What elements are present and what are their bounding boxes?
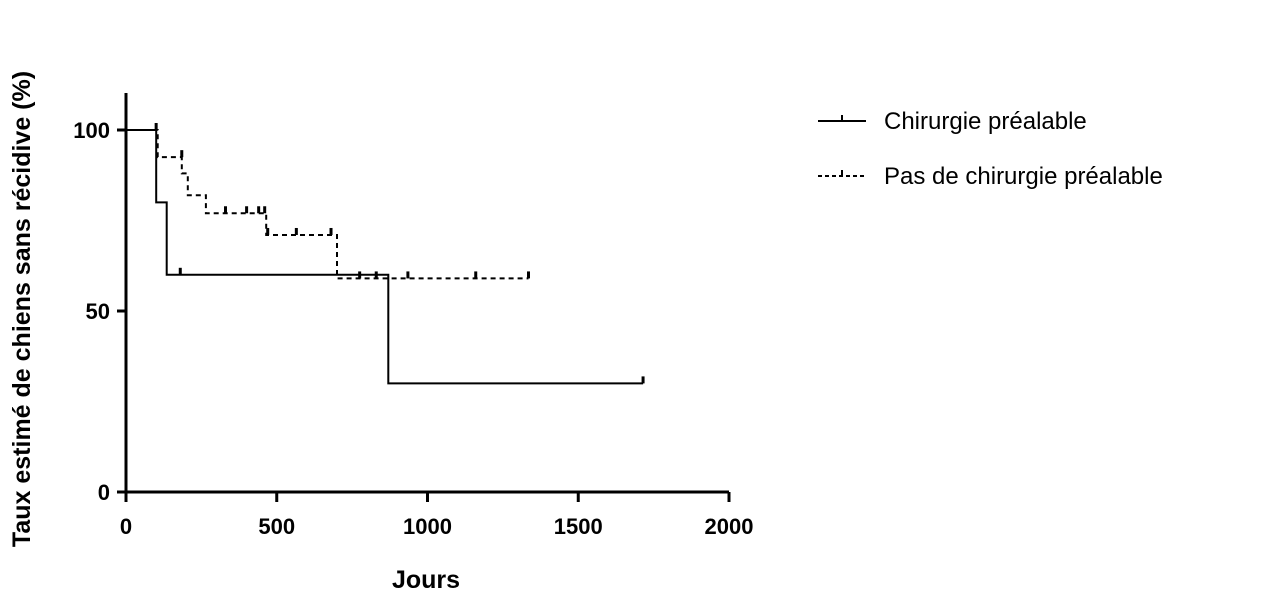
plot-area: 0 50 100 0 500 1000 1500 2000	[73, 93, 753, 539]
x-tick-label: 0	[120, 514, 132, 539]
y-axis-label: Taux estimé de chiens sans récidive (%)	[8, 71, 36, 547]
x-tick-label: 2000	[705, 514, 754, 539]
x-tick-label: 1000	[403, 514, 452, 539]
legend-label-chirurgie: Chirurgie préalable	[884, 108, 1087, 135]
x-tick-label: 500	[258, 514, 295, 539]
y-tick-label: 0	[98, 480, 110, 505]
y-tick-label: 100	[73, 118, 110, 143]
x-axis-label: Jours	[392, 566, 460, 594]
series-line-chirurgie	[126, 129, 644, 385]
series-line-pas-de-chirurgie	[126, 129, 529, 280]
legend-label-pas-de-chirurgie: Pas de chirurgie préalable	[884, 163, 1163, 190]
y-tick-label: 50	[86, 299, 110, 324]
x-ticks: 0 500 1000 1500 2000	[120, 492, 754, 539]
y-ticks: 0 50 100	[73, 118, 126, 505]
x-tick-label: 1500	[554, 514, 603, 539]
legend: Chirurgie préalable Pas de chirurgie pré…	[818, 108, 1163, 190]
legend-item-chirurgie: Chirurgie préalable	[818, 108, 1087, 135]
legend-item-pas-de-chirurgie: Pas de chirurgie préalable	[818, 163, 1163, 190]
series-layer	[126, 123, 645, 385]
